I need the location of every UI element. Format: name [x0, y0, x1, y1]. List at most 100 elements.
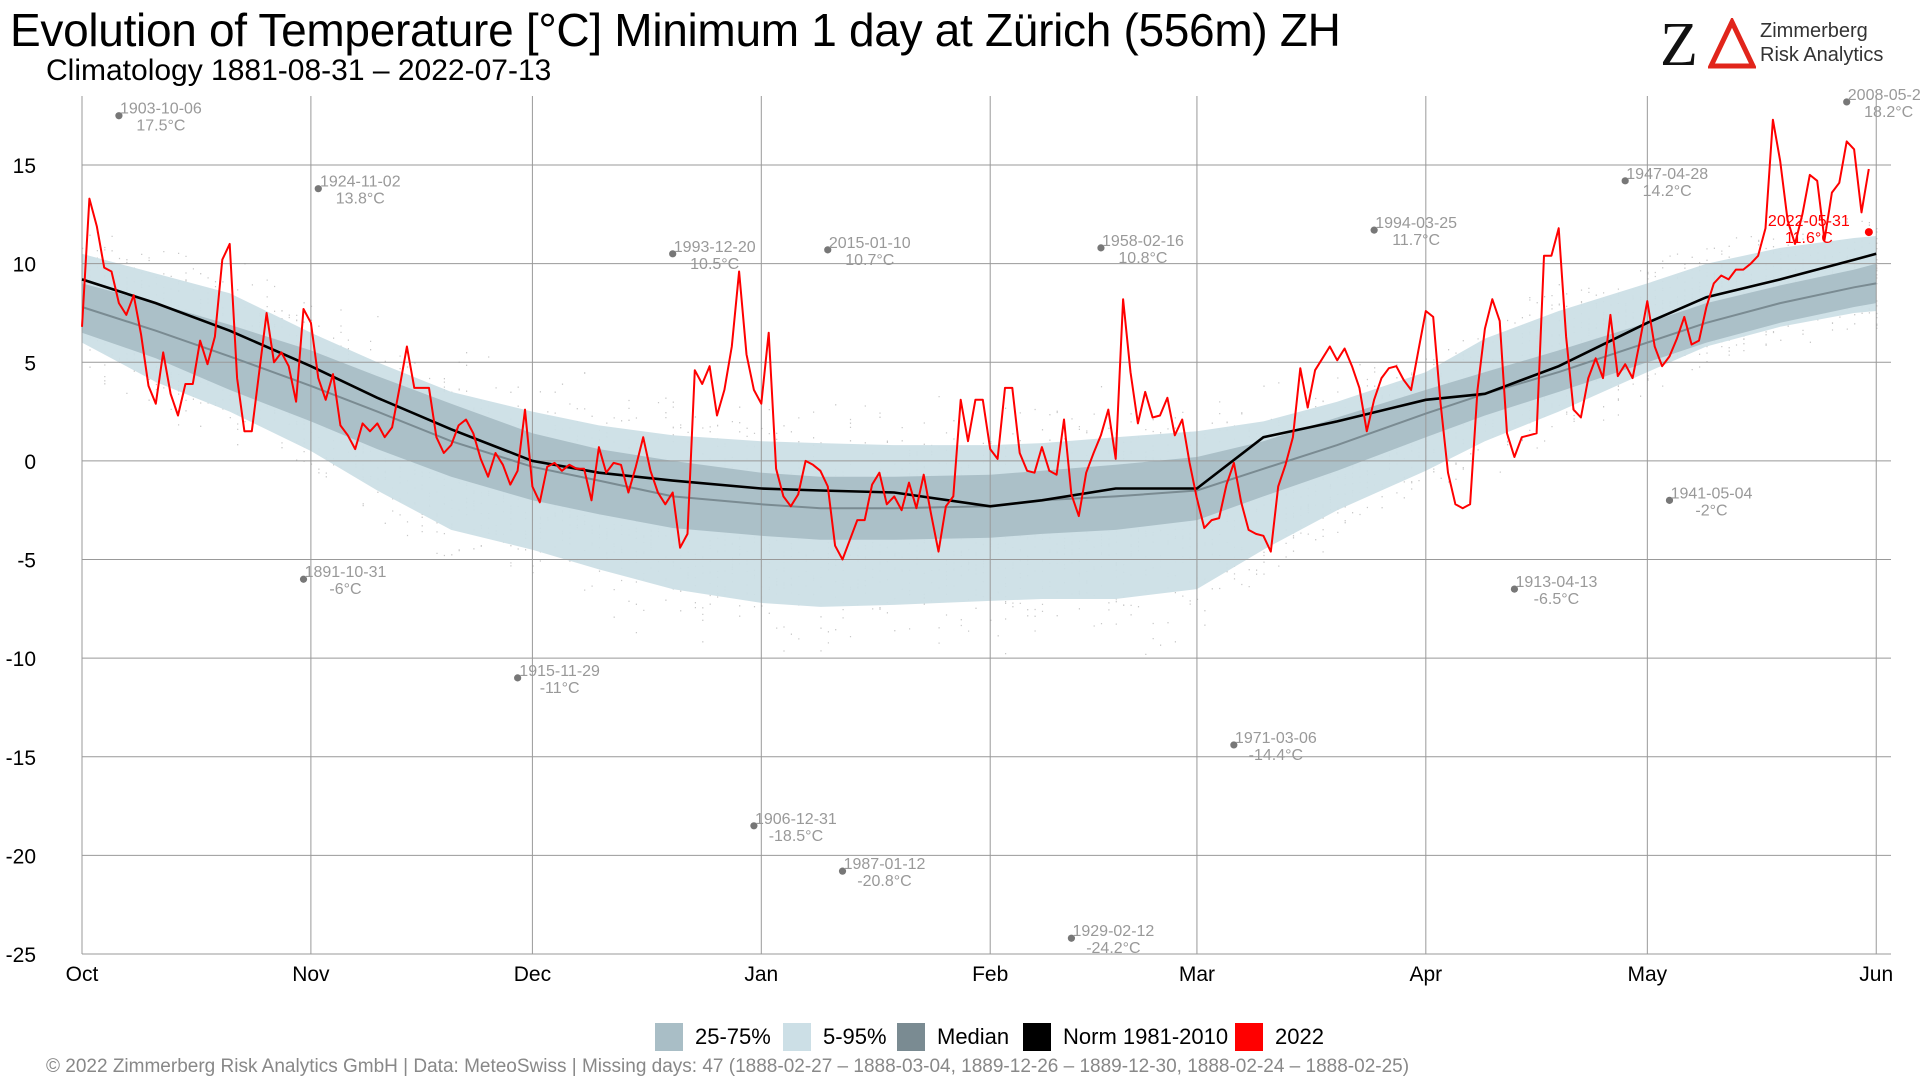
- series-2022-line: [81, 118, 1870, 561]
- x-tick-label: Feb: [972, 963, 1008, 986]
- record-value-label: -20.8°C: [857, 873, 911, 890]
- legend-swatch: [655, 1023, 683, 1051]
- record-date-label: 1994-03-25: [1375, 215, 1457, 232]
- legend-swatch: [783, 1023, 811, 1051]
- legend-label: 2022: [1275, 1024, 1324, 1049]
- record-point: [1067, 934, 1076, 942]
- record-date-label: 2008-05-28: [1848, 87, 1920, 104]
- percentile-bands: [82, 236, 1877, 607]
- legend-item-median: Median: [897, 1020, 1009, 1054]
- y-tick-label: 5: [24, 352, 36, 375]
- y-tick-label: -5: [17, 550, 36, 573]
- record-point: [1097, 244, 1105, 252]
- record-date-label: 1993-12-20: [674, 239, 756, 256]
- y-tick-label: 10: [13, 254, 36, 277]
- norm-1981-2010-line: [81, 252, 1877, 508]
- x-tick-label: Jun: [1859, 963, 1893, 986]
- record-value-label: 10.7°C: [845, 252, 894, 269]
- record-point: [838, 867, 847, 875]
- record-point: [1843, 98, 1851, 106]
- record-point: [669, 250, 677, 258]
- record-value-label: 17.5°C: [136, 118, 185, 135]
- record-point: [750, 822, 758, 830]
- logo-triangle-icon: [1708, 18, 1756, 69]
- record-date-label: 1913-04-13: [1516, 574, 1598, 591]
- record-point: [824, 246, 832, 254]
- latest-2022-point: [1864, 228, 1873, 237]
- record-value-label: -6°C: [329, 581, 361, 598]
- record-date-label: 1941-05-04: [1671, 485, 1753, 502]
- chart-legend: 25-75% 5-95% Median Norm 1981-2010 2022: [0, 1020, 1920, 1054]
- record-value-label: 11.7°C: [1392, 232, 1440, 249]
- x-tick-label: Jan: [744, 963, 778, 986]
- legend-swatch: [1023, 1023, 1051, 1051]
- x-tick-label: Nov: [292, 963, 330, 986]
- y-tick-label: 15: [13, 155, 36, 178]
- y-tick-label: -20: [6, 845, 36, 868]
- record-value-label: 18.2°C: [1864, 104, 1913, 121]
- y-tick-label: -15: [6, 747, 36, 770]
- record-point: [115, 112, 123, 120]
- logo-mark-letter: Z: [1660, 11, 1698, 79]
- series-lines: [81, 118, 1877, 561]
- x-tick-label: May: [1627, 963, 1667, 986]
- record-value-label: -2°C: [1695, 502, 1727, 519]
- legend-label: 25-75%: [695, 1024, 771, 1049]
- record-value-label: -11°C: [540, 680, 580, 697]
- record-date-label: 1915-11-29: [519, 663, 600, 680]
- record-date-label: 1891-10-31: [305, 564, 387, 581]
- record-value-label: 10.8°C: [1118, 250, 1167, 267]
- record-date-label: 1906-12-31: [755, 811, 837, 828]
- record-date-label: 1903-10-06: [120, 101, 202, 118]
- logo-mark: Z: [1660, 14, 1698, 76]
- legend-label: 5-95%: [823, 1024, 887, 1049]
- x-tick-label: Oct: [66, 963, 99, 986]
- record-date-label: 1947-04-28: [1626, 166, 1708, 183]
- record-value-label: -18.5°C: [769, 828, 823, 845]
- record-date-label: 2015-01-10: [829, 235, 911, 252]
- copyright-footer: © 2022 Zimmerberg Risk Analytics GmbH | …: [46, 1056, 1410, 1077]
- latest-date-label: 2022-05-31: [1768, 213, 1850, 230]
- record-value-label: 14.2°C: [1643, 183, 1692, 200]
- record-value-label: -6.5°C: [1534, 591, 1580, 608]
- record-date-label: 1987-01-12: [844, 856, 926, 873]
- record-point: [1230, 741, 1238, 749]
- record-point: [1510, 585, 1519, 593]
- legend-swatch: [1235, 1023, 1263, 1051]
- y-tick-label: -25: [6, 944, 36, 967]
- chart-title: Evolution of Temperature [°C] Minimum 1 …: [10, 4, 1341, 56]
- record-date-label: 1958-02-16: [1102, 233, 1184, 250]
- legend-item-25-75: 25-75%: [655, 1020, 771, 1054]
- record-point: [514, 674, 522, 682]
- record-date-label: 1924-11-02: [320, 174, 401, 191]
- record-point: [299, 575, 308, 583]
- company-logo: Z Zimmerberg Risk Analytics: [1660, 14, 1910, 76]
- record-date-label: 1929-02-12: [1072, 923, 1154, 940]
- record-value-label: 13.8°C: [336, 191, 385, 208]
- x-tick-label: Dec: [514, 963, 551, 986]
- record-date-label: 1971-03-06: [1235, 730, 1317, 747]
- legend-item-norm: Norm 1981-2010: [1023, 1020, 1228, 1054]
- x-tick-label: Apr: [1409, 963, 1442, 986]
- x-tick-label: Mar: [1179, 963, 1215, 986]
- record-value-label: 10.5°C: [690, 256, 739, 273]
- legend-item-5-95: 5-95%: [783, 1020, 887, 1054]
- grid-lines: [81, 96, 1891, 955]
- chart-subtitle: Climatology 1881-08-31 – 2022-07-13: [46, 54, 552, 87]
- legend-item-2022: 2022: [1235, 1020, 1324, 1054]
- logo-name-line2: Risk Analytics: [1760, 44, 1884, 66]
- y-tick-label: 0: [24, 451, 36, 474]
- record-value-label: -24.2°C: [1086, 940, 1140, 957]
- latest-value-label: 11.6°C: [1785, 230, 1833, 247]
- record-point: [1665, 496, 1674, 504]
- y-tick-label: -10: [6, 648, 36, 671]
- record-point: [314, 185, 322, 193]
- axis-labels: 15 10 5 0 -5 -10 -15 -20 -25 Oct Nov Dec Jan Feb Mar Ap…: [6, 155, 1894, 986]
- record-point: [1370, 226, 1378, 234]
- record-value-label: -14.4°C: [1249, 747, 1303, 764]
- legend-label: Norm 1981-2010: [1063, 1024, 1229, 1049]
- legend-label: Median: [937, 1024, 1010, 1049]
- band-5-95: [82, 236, 1877, 607]
